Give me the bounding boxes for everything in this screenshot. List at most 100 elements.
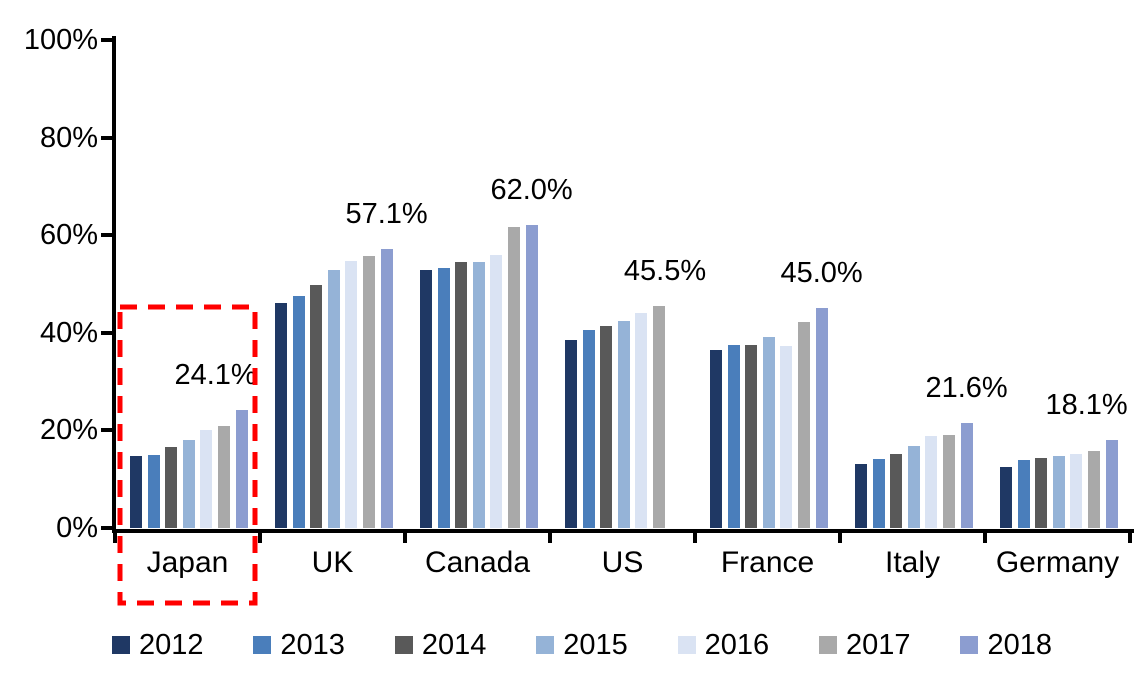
category-label-japan: Japan <box>146 546 229 579</box>
bar-japan-2012 <box>130 456 142 528</box>
bar-germany-2017 <box>1088 450 1100 528</box>
bar-canada-2016 <box>490 254 503 528</box>
legend-label-2016: 2016 <box>704 629 770 661</box>
bar-group-us: 45.5% <box>550 40 706 528</box>
bar-us-2017 <box>653 305 665 528</box>
legend-swatch-2015 <box>536 636 555 654</box>
bar-group-italy: 21.6% <box>840 40 1008 528</box>
category-label-us: US <box>601 546 644 579</box>
bar-group-canada: 62.0% <box>405 40 573 528</box>
bar-japan-2018 <box>235 410 248 528</box>
bar-italy-2018 <box>960 422 973 528</box>
bar-france-2017 <box>798 321 810 528</box>
y-tick-label: 40% <box>39 316 98 349</box>
legend-label-2012: 2012 <box>139 629 204 661</box>
category-label-france: France <box>720 546 815 579</box>
y-tick-label: 100% <box>23 24 98 56</box>
legend: 2012 2013 2014 2015 2016 2017 2018 <box>112 630 1052 660</box>
bar-france-2012 <box>710 349 722 528</box>
y-tick-label: 60% <box>39 219 98 252</box>
y-tick-mark <box>101 135 114 140</box>
bar-us-2015 <box>617 321 630 528</box>
bar-us-2012 <box>565 339 577 528</box>
x-tick-mark <box>113 531 117 543</box>
bar-france-2014 <box>745 344 758 528</box>
category-label-germany: Germany <box>995 546 1120 579</box>
x-tick-mark <box>1128 531 1132 543</box>
bar-uk-2013 <box>292 296 305 528</box>
category-label-italy: Italy <box>884 546 941 579</box>
bar-group-france: 45.0% <box>695 40 863 528</box>
bar-italy-2013 <box>872 459 885 528</box>
legend-swatch-2018 <box>960 636 979 654</box>
legend-item-2014: 2014 <box>394 629 487 661</box>
legend-item-2017: 2017 <box>819 630 911 660</box>
category-label-uk: UK <box>311 546 354 579</box>
legend-item-2013: 2013 <box>253 630 345 660</box>
bar-germany-2013 <box>1017 459 1030 528</box>
bar-france-2018 <box>815 308 828 528</box>
legend-label-2015: 2015 <box>563 629 628 661</box>
legend-label-2013: 2013 <box>280 629 345 661</box>
bar-italy-2014 <box>890 453 903 528</box>
bar-uk-2018 <box>380 249 393 528</box>
y-tick-mark <box>101 428 114 433</box>
legend-label-2014: 2014 <box>421 629 487 661</box>
bar-japan-2016 <box>200 430 213 528</box>
bar-us-2014 <box>600 325 613 528</box>
bar-italy-2015 <box>907 446 920 528</box>
bar-canada-2017 <box>508 227 520 528</box>
legend-label-2018: 2018 <box>987 629 1052 661</box>
legend-label-2017: 2017 <box>846 629 911 661</box>
data-label-us: 45.5% <box>623 254 707 287</box>
legend-swatch-2012 <box>112 636 130 654</box>
bar-uk-2014 <box>310 285 323 528</box>
bar-japan-2017 <box>218 425 230 528</box>
bar-canada-2014 <box>455 261 468 528</box>
x-tick-mark <box>548 531 552 543</box>
x-tick-mark <box>403 531 407 543</box>
x-tick-mark <box>258 531 262 543</box>
y-tick-mark <box>101 233 114 238</box>
bar-group-uk: 57.1% <box>260 40 428 528</box>
x-tick-mark <box>693 531 697 543</box>
data-label-italy: 21.6% <box>925 371 1008 404</box>
plot-area: 24.1% 57.1% 62.0% 45.5% 45.0% 21.6% 18.1% <box>115 40 1130 528</box>
y-tick-mark <box>101 526 114 530</box>
bar-canada-2015 <box>472 262 485 528</box>
legend-swatch-2013 <box>253 636 272 654</box>
data-label-uk: 57.1% <box>345 198 428 231</box>
bar-france-2016 <box>780 345 793 528</box>
bar-uk-2017 <box>363 256 375 528</box>
bar-group-japan: 24.1% <box>115 40 260 528</box>
bar-germany-2015 <box>1052 455 1065 528</box>
bar-canada-2012 <box>420 269 432 528</box>
y-tick-mark <box>101 38 114 42</box>
bar-us-2016 <box>635 313 648 528</box>
legend-swatch-2016 <box>677 636 696 654</box>
y-axis-line <box>112 36 116 533</box>
bar-japan-2015 <box>182 440 195 528</box>
y-tick-mark <box>101 330 114 335</box>
bar-germany-2018 <box>1105 439 1118 528</box>
bar-italy-2012 <box>855 463 867 528</box>
legend-item-2015: 2015 <box>536 630 628 660</box>
bar-germany-2012 <box>1000 467 1012 528</box>
legend-swatch-2014 <box>394 636 413 654</box>
x-axis-line <box>112 529 1134 533</box>
bar-us-2013 <box>582 330 595 528</box>
legend-item-2012: 2012 <box>112 630 204 660</box>
bar-italy-2017 <box>943 435 955 528</box>
bar-germany-2016 <box>1070 453 1083 528</box>
y-tick-label: 20% <box>39 414 98 447</box>
data-label-japan: 24.1% <box>174 359 257 392</box>
y-tick-label: 0% <box>56 512 98 544</box>
legend-swatch-2017 <box>819 636 838 654</box>
data-label-canada: 62.0% <box>490 174 573 207</box>
bar-japan-2014 <box>165 447 178 528</box>
bar-uk-2012 <box>275 302 287 528</box>
bar-uk-2015 <box>327 269 340 528</box>
x-tick-mark <box>838 531 842 543</box>
x-tick-mark <box>983 531 987 543</box>
